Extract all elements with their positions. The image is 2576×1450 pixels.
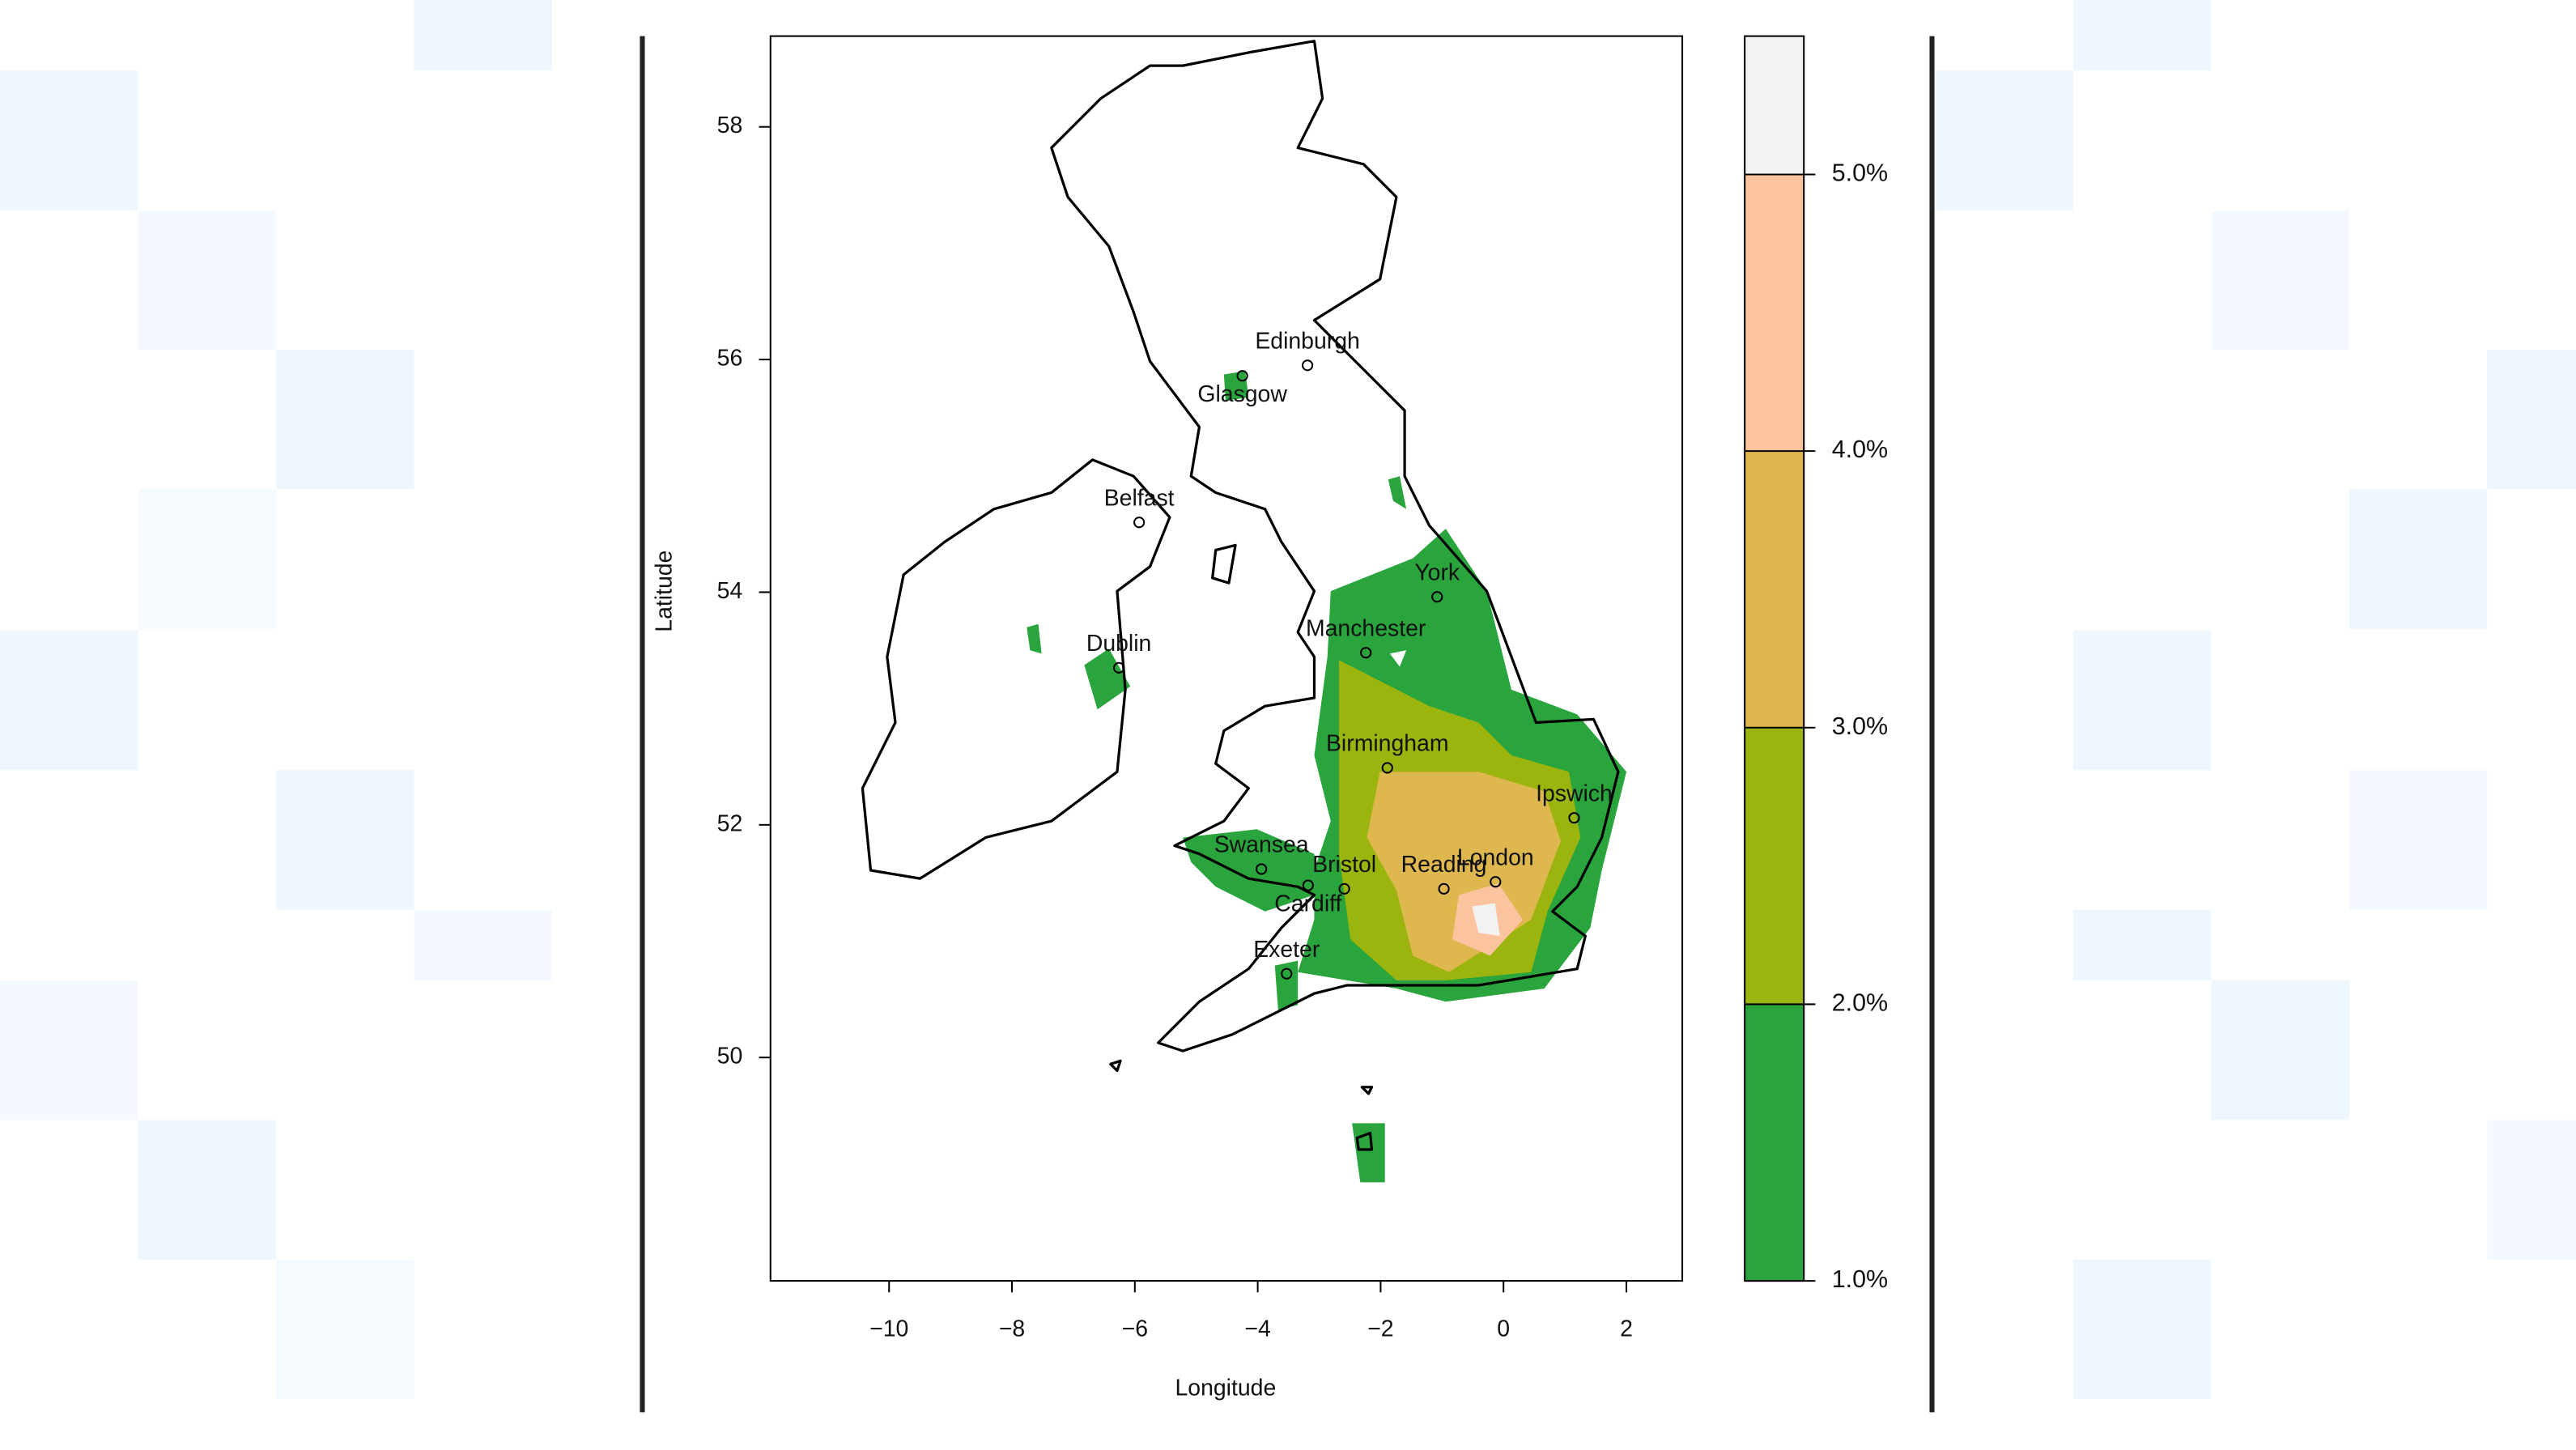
colorbar-tick-label: 4.0% bbox=[1832, 436, 1888, 463]
city-label: Swansea bbox=[1214, 832, 1309, 858]
colorbar-tick-label: 2.0% bbox=[1832, 989, 1888, 1016]
y-tick-label: 54 bbox=[717, 578, 743, 604]
figure-panel bbox=[640, 0, 1936, 1413]
city-point bbox=[1568, 812, 1580, 824]
x-tick-label: −2 bbox=[1367, 1316, 1393, 1342]
coastline bbox=[861, 40, 1620, 1151]
city-point bbox=[1133, 517, 1146, 529]
colorbar-band bbox=[1745, 451, 1804, 728]
city-point bbox=[1381, 762, 1393, 774]
city-label: Belfast bbox=[1104, 485, 1175, 511]
colorbar-tick-label: 1.0% bbox=[1832, 1265, 1888, 1293]
colorbar-band bbox=[1745, 174, 1804, 452]
shading bbox=[1027, 371, 1627, 1183]
y-tick-label: 56 bbox=[717, 346, 743, 372]
x-tick-label: 0 bbox=[1497, 1316, 1510, 1342]
y-tick-label: 50 bbox=[717, 1044, 743, 1069]
x-tick-label: −6 bbox=[1122, 1316, 1148, 1342]
city-point bbox=[1301, 359, 1314, 372]
x-tick-label: −8 bbox=[999, 1316, 1025, 1342]
city-point bbox=[1302, 879, 1314, 891]
city-label: Exeter bbox=[1253, 937, 1320, 963]
y-axis-label: Latitude bbox=[651, 551, 677, 632]
x-tick-label: −4 bbox=[1244, 1316, 1270, 1342]
city-point bbox=[1490, 876, 1502, 888]
colorbar-tick-label: 3.0% bbox=[1832, 712, 1888, 740]
y-tick-label: 58 bbox=[717, 113, 743, 138]
city-point bbox=[1256, 863, 1268, 875]
y-tick-label: 52 bbox=[717, 810, 743, 836]
city-label: Edinburgh bbox=[1255, 328, 1359, 354]
city-label: Birmingham bbox=[1326, 731, 1449, 757]
city-point bbox=[1360, 647, 1372, 659]
city-label: Cardiff bbox=[1274, 891, 1341, 916]
city-point bbox=[1236, 370, 1248, 382]
city-point bbox=[1438, 882, 1450, 895]
city-point bbox=[1338, 882, 1350, 895]
x-axis-label: Longitude bbox=[1175, 1375, 1277, 1401]
city-label: York bbox=[1414, 559, 1460, 585]
colorbar-band bbox=[1745, 36, 1804, 175]
city-label: Dublin bbox=[1086, 631, 1152, 657]
colorbar-band bbox=[1745, 1004, 1804, 1282]
city-point bbox=[1112, 661, 1125, 674]
city-label: Glasgow bbox=[1197, 381, 1287, 407]
city-label: Bristol bbox=[1312, 852, 1376, 878]
city-point bbox=[1281, 967, 1293, 980]
colorbar-tick-label: 5.0% bbox=[1832, 159, 1888, 186]
city-label: Manchester bbox=[1306, 615, 1426, 641]
city-label: Ipswich bbox=[1536, 780, 1613, 806]
x-tick-label: −10 bbox=[869, 1316, 908, 1342]
x-tick-label: 2 bbox=[1620, 1316, 1633, 1342]
city-label: Reading bbox=[1401, 852, 1487, 878]
colorbar-band bbox=[1745, 727, 1804, 1005]
city-label: London bbox=[1457, 844, 1534, 870]
city-point bbox=[1431, 591, 1443, 603]
plot-frame bbox=[769, 35, 1684, 1282]
